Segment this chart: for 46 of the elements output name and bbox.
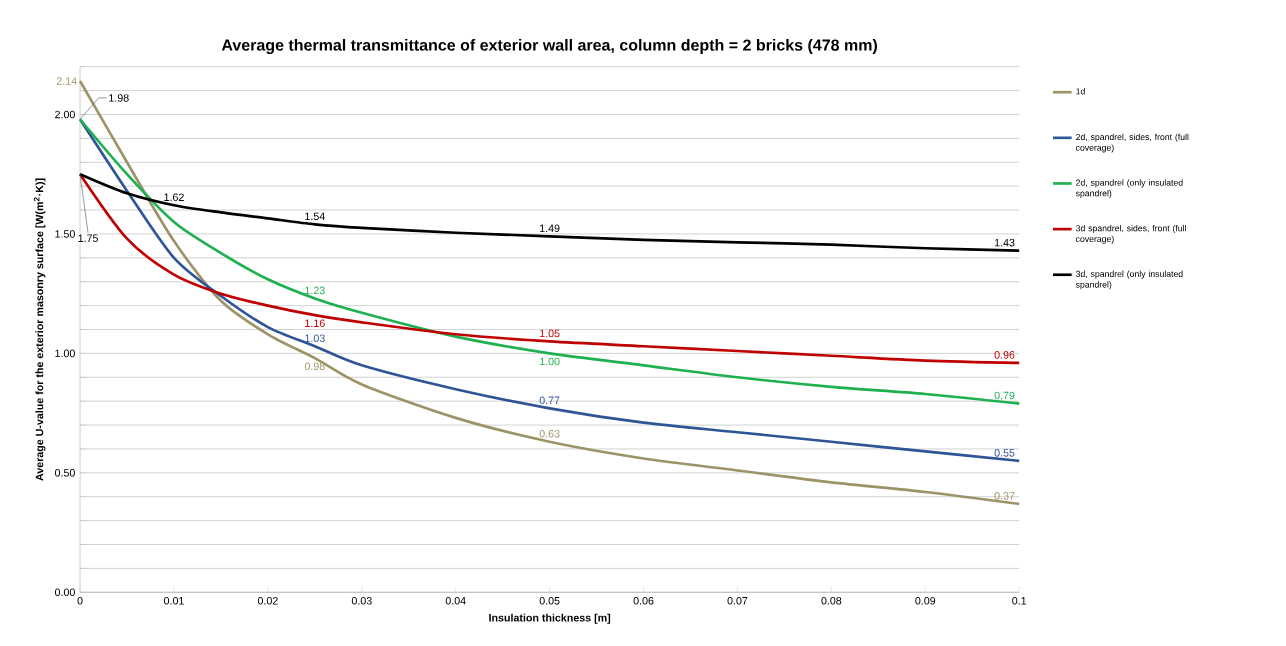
y-tick-label: 1.50 [55, 230, 75, 238]
x-tick-label: 0.05 [539, 597, 560, 605]
x-tick-label: 0.09 [915, 597, 936, 605]
y-axis-title: Average U-value for the exterior masonry surface [W(m$^{2}$·K)] [33, 178, 46, 481]
line-series [78, 79, 1021, 506]
x-tick-label: 0.1 [1012, 597, 1027, 605]
annotation: 0.77 [539, 396, 560, 405]
line-series [78, 173, 1021, 253]
annotation: 1.75 [78, 234, 98, 243]
legend-label: 2d, spandrel (only insulated spandrel) [1075, 179, 1183, 199]
x-tick-label: 0 [77, 597, 83, 605]
legend-label: 1d [1076, 88, 1085, 95]
x-tick-label: 0.01 [164, 597, 184, 605]
legend-label: 3d spandrel, sides, front (full coverage) [1075, 225, 1186, 244]
annotation: 1.00 [540, 357, 560, 366]
annotation: 0.55 [994, 449, 1015, 457]
annotation: 1.43 [994, 239, 1015, 247]
x-tick-label: 0.06 [633, 597, 654, 605]
annotation: 0.96 [994, 351, 1015, 359]
annotation: 0.79 [994, 391, 1015, 400]
chart-title: Average thermal transmittance of exterior wall area, column depth = 2 bricks (478 mm) [221, 39, 877, 55]
x-tick-label: 0.04 [445, 597, 466, 605]
x-tick-label: 0.03 [351, 597, 372, 605]
annotation: 1.49 [540, 224, 560, 233]
y-tick-label: 1.00 [55, 349, 75, 358]
annotation: 0.98 [304, 362, 325, 371]
y-tick-label: 2.00 [55, 110, 75, 119]
y-tick-label: 0.50 [54, 469, 75, 477]
legend-label: 3d, spandrel (only insulated spandrel) [1075, 270, 1183, 290]
line-series [78, 118, 1021, 406]
x-axis-title: Insulation thickness [m] [489, 613, 611, 624]
y-tick-label: 0.00 [54, 588, 75, 597]
annotation: 1.62 [164, 193, 184, 202]
x-tick-label: 0.02 [257, 597, 278, 605]
annotation: 1.98 [109, 94, 129, 102]
annotation: 1.03 [305, 334, 325, 343]
annotation: 1.16 [305, 319, 325, 328]
annotation: 1.23 [305, 286, 325, 295]
annotation: 0.37 [994, 492, 1015, 500]
x-tick-label: 0.07 [727, 597, 748, 605]
annotation: 2.14 [56, 77, 77, 85]
annotation: 1.05 [540, 329, 560, 338]
x-tick-label: 0.08 [821, 597, 842, 605]
annotation: 0.63 [539, 430, 560, 438]
legend-label: 2d, spandrel, sides, front (full coverage) [1076, 133, 1189, 153]
annotation: 1.54 [305, 212, 325, 221]
